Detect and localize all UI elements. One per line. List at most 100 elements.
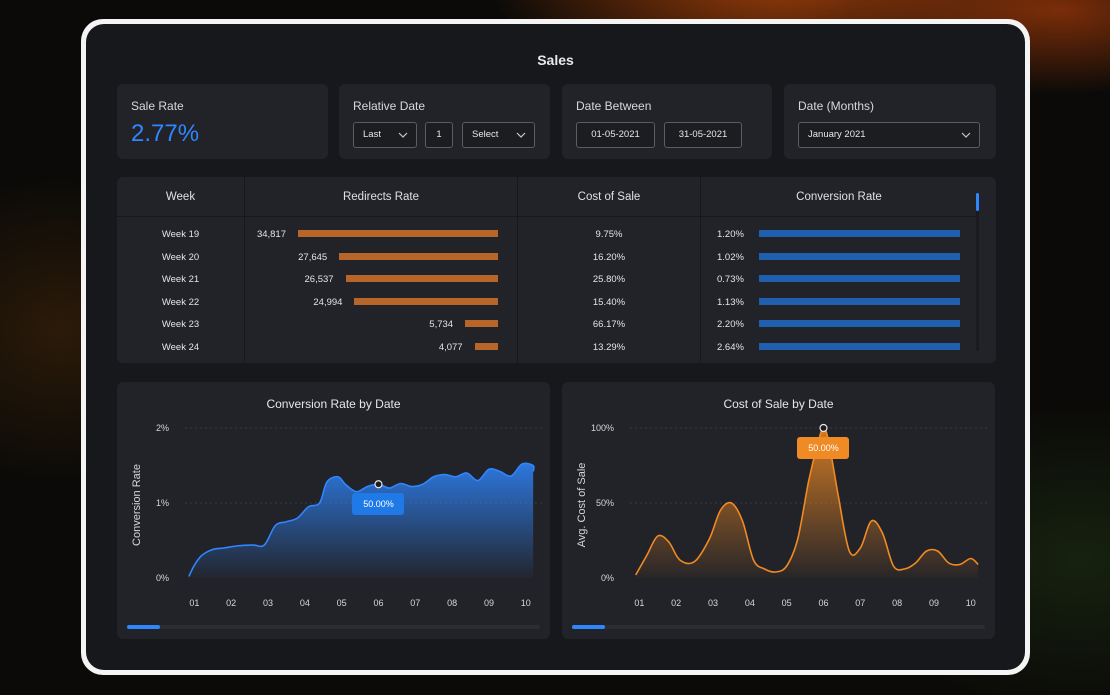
x-tick-label: 08 (447, 598, 457, 608)
header-cost-of-sale[interactable]: Cost of Sale (577, 191, 641, 203)
redirects-cell: 26,537 (304, 274, 334, 286)
cost-chart-title: Cost of Sale by Date (723, 397, 834, 411)
week-cell: Week 20 (161, 251, 200, 263)
highlight-point (374, 480, 383, 489)
relative-count-value: 1 (436, 129, 442, 140)
month-select[interactable]: January 2021 (798, 122, 980, 148)
redirects-cell: 4,077 (438, 342, 463, 353)
chevron-down-icon (516, 132, 526, 138)
y-tick-label: 100% (591, 423, 614, 433)
relative-date-label: Relative Date (353, 99, 426, 113)
conversion-cell: 1.02% (717, 251, 744, 263)
redirects-bar (465, 320, 498, 328)
cost-cell: 66.17% (592, 319, 626, 331)
redirects-bar (298, 230, 498, 237)
conversion-bar (759, 297, 960, 305)
table-scroll-track[interactable] (976, 211, 979, 351)
conversion-cell: 2.20% (717, 319, 744, 331)
header-conversion-rate[interactable]: Conversion Rate (796, 191, 882, 203)
cost-cell: 9.75% (595, 229, 623, 240)
conversion-chart-scrollbar[interactable] (127, 625, 540, 629)
x-tick-label: 09 (484, 598, 494, 608)
conversion-bar (759, 252, 960, 260)
date-to-input[interactable]: 31-05-2021 (664, 122, 742, 148)
cost-chart-scroll-thumb[interactable] (572, 625, 605, 629)
conversion-chart-scroll-thumb[interactable] (127, 625, 160, 629)
y-tick-label: 2% (156, 423, 169, 433)
redirects-cell: 5,734 (429, 319, 454, 331)
cost-cell: 25.80% (592, 274, 626, 286)
cost-cell: 15.40% (592, 296, 626, 308)
x-tick-label: 07 (855, 598, 865, 608)
device-frame: Sales Sale Rate 2.77% Relative Date Last… (81, 19, 1030, 675)
date-from-input[interactable]: 01-05-2021 (576, 122, 655, 148)
series-area (635, 428, 979, 578)
conversion-bar (759, 230, 960, 237)
cost-chart-tooltip: 50.00% (797, 437, 850, 459)
highlight-point (819, 423, 828, 433)
week-cell: Week 23 (161, 319, 200, 331)
date-between-label: Date Between (576, 99, 652, 113)
y-tick-label: 0% (601, 573, 614, 583)
conversion-chart-plot[interactable]: 0% 1% 2% 01 02 03 04 05 06 07 08 09 10 (117, 382, 550, 639)
x-tick-label: 06 (818, 598, 828, 608)
x-tick-label: 06 (373, 598, 383, 608)
conversion-cell: 0.73% (717, 274, 744, 286)
redirects-bar (345, 275, 498, 283)
table-scroll-thumb[interactable] (976, 193, 979, 211)
y-tick-label: 50% (596, 498, 614, 508)
weekly-table: Week Redirects Rate Cost of Sale Convers… (117, 177, 996, 363)
column-divider (517, 177, 518, 363)
redirects-cell: 34,817 (256, 229, 286, 240)
relative-date-card: Relative Date Last 1 Select (339, 84, 550, 159)
x-tick-label: 05 (782, 598, 792, 608)
x-tick-label: 04 (300, 598, 310, 608)
conversion-chart-title: Conversion Rate by Date (266, 397, 401, 411)
x-tick-label: 03 (708, 598, 718, 608)
week-cell: Week 22 (161, 296, 200, 308)
cost-chart-scrollbar[interactable] (572, 625, 985, 629)
y-tick-label: 0% (156, 573, 169, 583)
relative-unit-value: Select (472, 129, 499, 140)
redirects-bar (339, 252, 498, 260)
x-tick-label: 08 (892, 598, 902, 608)
dashboard-screen: Sales Sale Rate 2.77% Relative Date Last… (86, 24, 1025, 670)
conversion-cell: 2.64% (717, 342, 744, 353)
x-tick-label: 01 (189, 598, 199, 608)
date-months-card: Date (Months) January 2021 (784, 84, 996, 159)
relative-count-input[interactable]: 1 (425, 122, 453, 148)
week-cell: Week 21 (161, 274, 200, 286)
relative-unit-select[interactable]: Select (462, 122, 535, 148)
conversion-chart-card: Conversion Rate by Date Conversion Rate … (117, 382, 550, 639)
week-cell: Week 19 (161, 229, 200, 240)
conversion-cell: 1.13% (717, 296, 744, 308)
column-divider (700, 177, 701, 363)
x-tick-label: 10 (521, 598, 531, 608)
page-title: Sales (537, 52, 574, 68)
x-tick-label: 02 (671, 598, 681, 608)
redirects-cell: 24,994 (313, 296, 343, 308)
conversion-chart-tooltip: 50.00% (352, 493, 405, 516)
x-tick-label: 10 (966, 598, 976, 608)
header-divider (117, 216, 979, 217)
sale-rate-label: Sale Rate (131, 99, 184, 113)
chevron-down-icon (961, 132, 971, 138)
relative-period-select[interactable]: Last (353, 122, 417, 148)
week-cell: Week 24 (161, 342, 200, 353)
relative-period-value: Last (363, 129, 381, 140)
x-tick-label: 02 (226, 598, 236, 608)
date-from-value: 01-05-2021 (591, 129, 640, 140)
cost-cell: 13.29% (592, 342, 626, 353)
cost-chart-plot[interactable]: 0% 50% 100% 01 02 03 04 05 06 07 08 09 10 (562, 382, 995, 639)
x-tick-label: 01 (634, 598, 644, 608)
series-area (188, 463, 534, 578)
redirects-bar (474, 343, 498, 350)
x-tick-label: 04 (745, 598, 755, 608)
date-to-value: 31-05-2021 (678, 129, 728, 140)
x-tick-label: 05 (337, 598, 347, 608)
conversion-cell: 1.20% (717, 229, 744, 240)
conversion-bar (759, 343, 960, 350)
header-week[interactable]: Week (165, 191, 196, 203)
y-tick-label: 1% (156, 498, 169, 508)
header-redirects-rate[interactable]: Redirects Rate (342, 191, 420, 203)
